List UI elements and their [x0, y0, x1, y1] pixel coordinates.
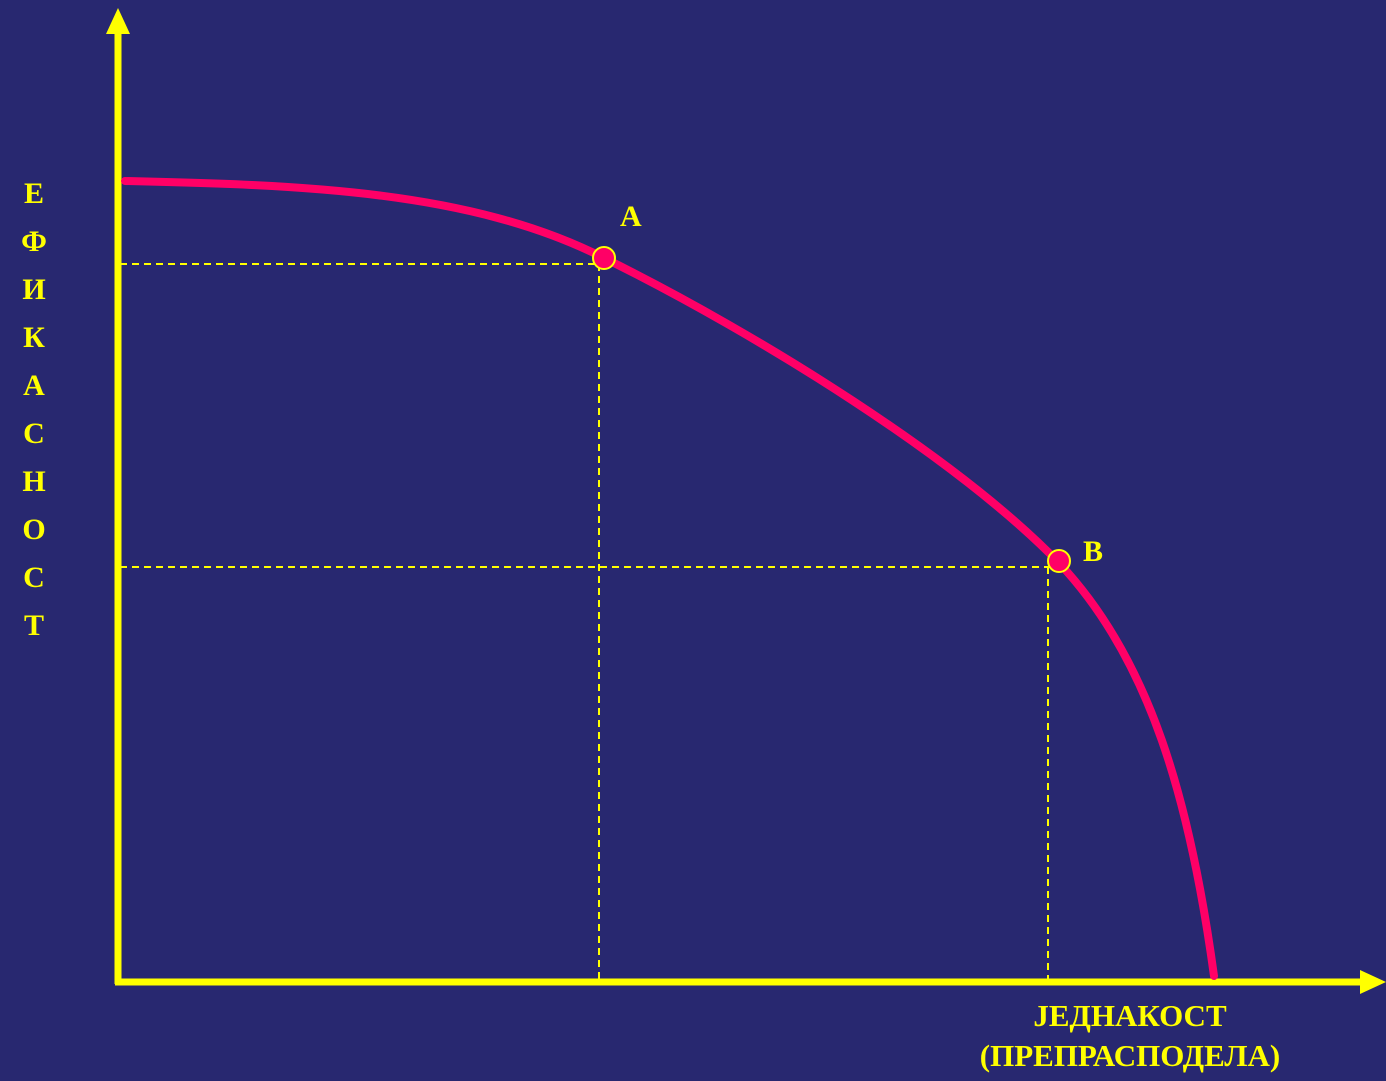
x-axis-label-line1: ЈЕДНАКОСТ [1033, 998, 1227, 1033]
x-axis-arrowhead [1360, 970, 1386, 994]
point-a-label: A [620, 200, 642, 233]
point-b-label: B [1083, 535, 1104, 568]
frontier-curve [121, 177, 1218, 980]
point-b-marker [1047, 549, 1071, 573]
y-axis-letter: И [22, 273, 46, 306]
x-axis-label: ЈЕДНАКОСТ (ПРЕПРАСПОДЕЛА) [930, 996, 1330, 1076]
y-axis-letter: А [23, 369, 45, 402]
y-axis-letter: О [22, 513, 46, 546]
y-axis-letter: Ф [21, 225, 47, 258]
y-axis-letter: Т [23, 609, 44, 642]
y-axis-letter: С [23, 561, 45, 594]
y-axis-letter: Н [22, 465, 46, 498]
point-a-marker [592, 246, 616, 270]
y-axis-letter: С [23, 417, 45, 450]
y-axis-letter: Е [23, 177, 44, 210]
y-axis-arrowhead [106, 8, 130, 34]
y-axis-letter: К [23, 321, 45, 354]
y-axis-label: Е Ф И К А С Н О С Т [14, 170, 54, 650]
x-axis-label-line2: (ПРЕПРАСПОДЕЛА) [979, 1038, 1281, 1073]
